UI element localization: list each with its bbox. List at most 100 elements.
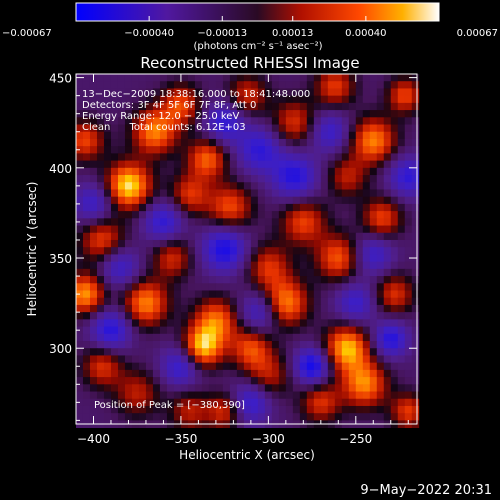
heatmap-cell <box>341 167 350 176</box>
heatmap-cell <box>320 182 329 190</box>
heatmap-cell <box>362 175 371 183</box>
heatmap-cell <box>376 95 385 104</box>
heatmap-cell <box>201 153 210 161</box>
heatmap-cell <box>236 153 245 161</box>
heatmap-cell <box>327 189 336 198</box>
heatmap-cell <box>117 377 126 385</box>
heatmap-cell <box>397 312 406 320</box>
heatmap-cell <box>194 196 203 205</box>
heatmap-cell <box>166 110 175 118</box>
heatmap-cell <box>306 369 315 378</box>
heatmap-cell <box>117 153 126 161</box>
heatmap-cell <box>306 398 315 407</box>
heatmap-cell <box>124 160 133 169</box>
heatmap-cell <box>404 203 413 212</box>
heatmap-cell <box>271 196 280 205</box>
heatmap-cell <box>390 247 399 255</box>
heatmap-cell <box>76 283 84 291</box>
heatmap-cell <box>327 131 336 140</box>
heatmap-cell <box>411 369 420 378</box>
heatmap-cell <box>187 182 196 190</box>
heatmap-cell <box>334 276 343 284</box>
heatmap-cell <box>166 117 175 125</box>
heatmap-cell <box>327 405 336 414</box>
heatmap-cell <box>292 232 301 241</box>
heatmap-cell <box>152 81 161 89</box>
heatmap-cell <box>131 341 140 349</box>
heatmap-cell <box>362 189 371 198</box>
heatmap-cell <box>215 239 224 248</box>
heatmap-cell <box>215 117 224 125</box>
heatmap-cell <box>285 239 294 248</box>
heatmap-cell <box>278 160 287 169</box>
heatmap-cell <box>243 362 252 371</box>
heatmap-cell <box>103 131 112 140</box>
heatmap-cell <box>180 81 189 89</box>
heatmap-cell <box>103 312 112 320</box>
heatmap-cell <box>362 312 371 320</box>
heatmap-cell <box>397 391 406 400</box>
heatmap-cell <box>159 283 168 291</box>
heatmap-cell <box>166 290 175 299</box>
heatmap-cell <box>110 95 119 104</box>
heatmap-cell <box>306 189 315 198</box>
heatmap-cell <box>383 297 392 306</box>
heatmap-cell <box>138 254 147 263</box>
colorbar-strip <box>75 2 440 22</box>
heatmap-cell <box>138 283 147 291</box>
heatmap-cell <box>138 348 147 356</box>
heatmap-cell <box>320 95 329 104</box>
heatmap-cell <box>292 153 301 161</box>
heatmap-cell <box>96 153 105 161</box>
heatmap-cell <box>152 247 161 255</box>
heatmap-cell <box>292 211 301 219</box>
heatmap-cell <box>215 175 224 183</box>
heatmap-cell <box>306 196 315 205</box>
heatmap-cell <box>362 413 371 421</box>
heatmap-cell <box>215 81 224 89</box>
heatmap-cell <box>131 304 140 313</box>
heatmap-cell <box>131 405 140 414</box>
heatmap-cell <box>110 182 119 190</box>
heatmap-cell <box>348 326 357 335</box>
heatmap-cell <box>76 297 84 306</box>
heatmap-cell <box>313 203 322 212</box>
heatmap-cell <box>124 326 133 335</box>
heatmap-cell <box>390 182 399 190</box>
x-tick-label: −400 <box>77 432 110 446</box>
heatmap-cell <box>180 232 189 241</box>
heatmap-cell <box>376 225 385 234</box>
heatmap-cell <box>299 254 308 263</box>
heatmap-cell <box>348 377 357 385</box>
heatmap-cell <box>271 377 280 385</box>
heatmap-cell <box>264 398 273 407</box>
heatmap-cell <box>278 369 287 378</box>
heatmap-cell <box>369 95 378 104</box>
heatmap-cell <box>159 124 168 133</box>
heatmap-cell <box>313 211 322 219</box>
heatmap-cell <box>145 124 154 133</box>
heatmap-cell <box>285 189 294 198</box>
heatmap-cell <box>201 232 210 241</box>
heatmap-cell <box>313 160 322 169</box>
heatmap-cell <box>201 81 210 89</box>
heatmap-cell <box>362 290 371 299</box>
heatmap-cell <box>222 211 231 219</box>
heatmap-cell <box>348 369 357 378</box>
heatmap-cell <box>250 362 259 371</box>
heatmap-cell <box>229 196 238 205</box>
heatmap-cell <box>250 333 259 342</box>
heatmap-cell <box>327 88 336 97</box>
heatmap-cell <box>362 211 371 219</box>
heatmap-cell <box>362 355 371 364</box>
heatmap-cell <box>313 384 322 392</box>
heatmap-cell <box>208 355 217 364</box>
heatmap-cell <box>292 413 301 421</box>
heatmap-cell <box>292 304 301 313</box>
heatmap-cell <box>390 218 399 226</box>
heatmap-cell <box>264 369 273 378</box>
heatmap-cell <box>138 138 147 147</box>
heatmap-cell <box>404 384 413 392</box>
heatmap-cell <box>236 413 245 421</box>
heatmap-cell <box>236 124 245 133</box>
